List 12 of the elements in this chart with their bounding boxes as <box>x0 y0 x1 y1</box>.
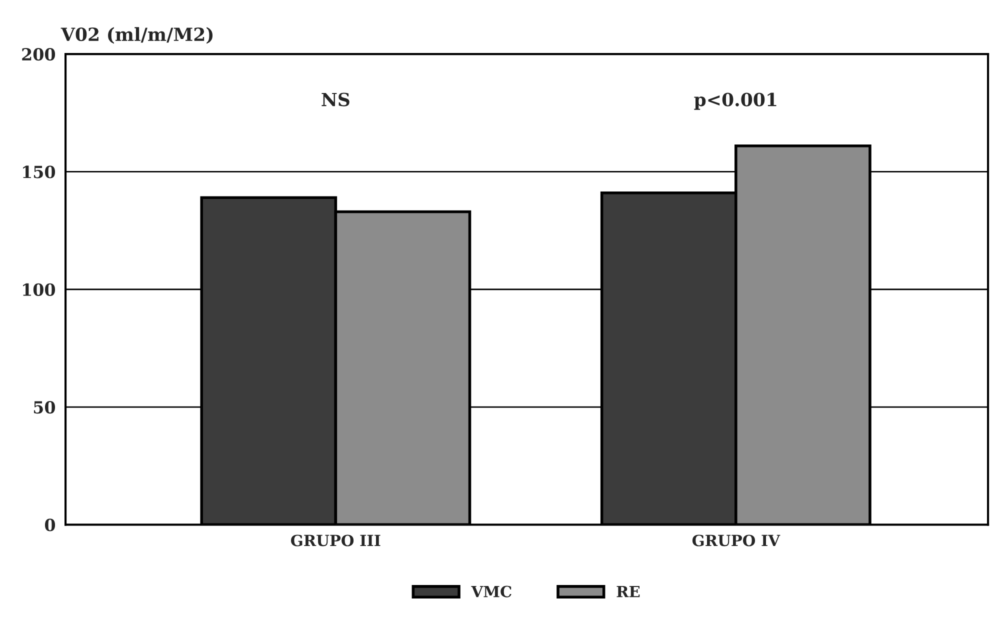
x-tick-label: GRUPO IV <box>692 534 780 546</box>
y-tick-label: 0 <box>45 518 56 532</box>
y-tick-label: 50 <box>34 401 56 414</box>
legend-label: RE <box>616 586 640 598</box>
legend-label: VMC <box>471 586 512 598</box>
x-tick-label: GRUPO III <box>291 534 380 546</box>
y-tick-label: 150 <box>23 166 56 178</box>
annotation: NS <box>322 92 350 106</box>
y-tick-label: 100 <box>23 283 56 296</box>
y-tick-label: 200 <box>22 48 56 61</box>
annotation: p<0.001 <box>694 92 776 110</box>
y-axis-title: V02 (ml/m/M2) <box>60 27 213 44</box>
